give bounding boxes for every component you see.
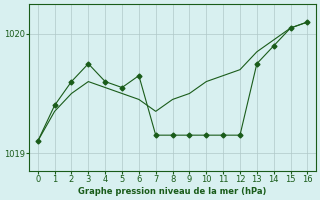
X-axis label: Graphe pression niveau de la mer (hPa): Graphe pression niveau de la mer (hPa) <box>78 187 267 196</box>
